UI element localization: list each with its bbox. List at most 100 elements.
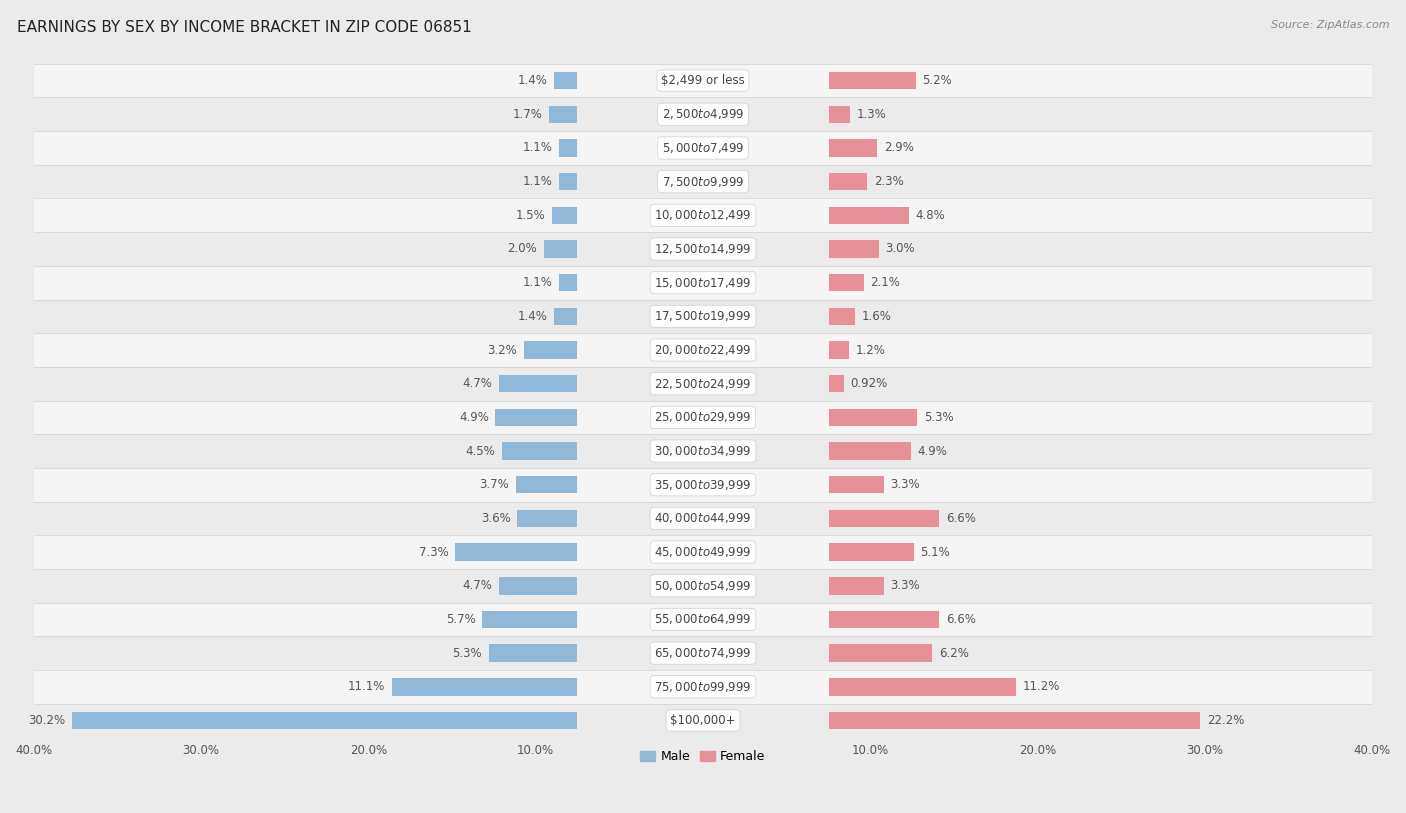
Text: $65,000 to $74,999: $65,000 to $74,999 bbox=[654, 646, 752, 660]
Bar bbox=[828, 341, 849, 359]
Bar bbox=[34, 233, 1372, 266]
Bar bbox=[34, 502, 1372, 535]
Text: $50,000 to $54,999: $50,000 to $54,999 bbox=[654, 579, 752, 593]
Bar bbox=[828, 711, 1201, 729]
Bar bbox=[828, 577, 884, 594]
Text: 4.7%: 4.7% bbox=[463, 579, 492, 592]
Text: $5,000 to $7,499: $5,000 to $7,499 bbox=[662, 141, 744, 155]
Text: $55,000 to $64,999: $55,000 to $64,999 bbox=[654, 612, 752, 627]
Text: 1.5%: 1.5% bbox=[516, 209, 546, 222]
Bar bbox=[34, 535, 1372, 569]
Bar bbox=[489, 645, 578, 662]
Bar bbox=[34, 131, 1372, 165]
Text: 4.9%: 4.9% bbox=[917, 445, 948, 458]
Bar bbox=[560, 274, 578, 291]
Text: $10,000 to $12,499: $10,000 to $12,499 bbox=[654, 208, 752, 222]
Bar bbox=[524, 341, 578, 359]
Text: $17,500 to $19,999: $17,500 to $19,999 bbox=[654, 310, 752, 324]
Text: $7,500 to $9,999: $7,500 to $9,999 bbox=[662, 175, 744, 189]
Bar bbox=[554, 72, 578, 89]
Bar bbox=[34, 637, 1372, 670]
Text: 2.0%: 2.0% bbox=[508, 242, 537, 255]
Text: 0.92%: 0.92% bbox=[851, 377, 887, 390]
Bar bbox=[828, 645, 932, 662]
Text: 1.4%: 1.4% bbox=[517, 74, 547, 87]
Bar bbox=[34, 266, 1372, 299]
Text: 3.3%: 3.3% bbox=[890, 478, 920, 491]
Text: 1.4%: 1.4% bbox=[517, 310, 547, 323]
Text: 22.2%: 22.2% bbox=[1206, 714, 1244, 727]
Text: 4.9%: 4.9% bbox=[458, 411, 489, 424]
Bar bbox=[828, 476, 884, 493]
Text: 11.1%: 11.1% bbox=[347, 680, 385, 693]
Bar bbox=[34, 401, 1372, 434]
Text: 1.2%: 1.2% bbox=[855, 344, 886, 357]
Bar bbox=[828, 106, 851, 123]
Text: 1.1%: 1.1% bbox=[523, 175, 553, 188]
Bar bbox=[828, 241, 879, 258]
Bar bbox=[34, 468, 1372, 502]
Bar bbox=[482, 611, 578, 628]
Bar bbox=[828, 173, 868, 190]
Bar bbox=[499, 577, 578, 594]
Bar bbox=[544, 241, 578, 258]
Bar bbox=[499, 375, 578, 393]
Bar bbox=[34, 299, 1372, 333]
Bar bbox=[828, 442, 911, 460]
Bar bbox=[553, 207, 578, 224]
Text: 11.2%: 11.2% bbox=[1022, 680, 1060, 693]
Text: 4.8%: 4.8% bbox=[915, 209, 945, 222]
Text: $30,000 to $34,999: $30,000 to $34,999 bbox=[654, 444, 752, 458]
Bar bbox=[828, 510, 939, 527]
Text: Source: ZipAtlas.com: Source: ZipAtlas.com bbox=[1271, 20, 1389, 30]
Text: EARNINGS BY SEX BY INCOME BRACKET IN ZIP CODE 06851: EARNINGS BY SEX BY INCOME BRACKET IN ZIP… bbox=[17, 20, 471, 35]
Bar bbox=[34, 165, 1372, 198]
Text: 4.7%: 4.7% bbox=[463, 377, 492, 390]
Text: 2.1%: 2.1% bbox=[870, 276, 900, 289]
Bar bbox=[456, 543, 578, 561]
Bar bbox=[828, 375, 844, 393]
Text: 5.1%: 5.1% bbox=[921, 546, 950, 559]
Bar bbox=[34, 703, 1372, 737]
Text: $12,500 to $14,999: $12,500 to $14,999 bbox=[654, 242, 752, 256]
Bar bbox=[560, 173, 578, 190]
Text: 5.7%: 5.7% bbox=[446, 613, 475, 626]
Bar bbox=[828, 611, 939, 628]
Text: 4.5%: 4.5% bbox=[465, 445, 495, 458]
Text: 30.2%: 30.2% bbox=[28, 714, 65, 727]
Bar bbox=[502, 442, 578, 460]
Text: 5.3%: 5.3% bbox=[924, 411, 953, 424]
Bar bbox=[34, 198, 1372, 233]
Text: 2.3%: 2.3% bbox=[873, 175, 904, 188]
Bar bbox=[72, 711, 578, 729]
Text: $100,000+: $100,000+ bbox=[671, 714, 735, 727]
Bar bbox=[34, 434, 1372, 468]
Text: 7.3%: 7.3% bbox=[419, 546, 449, 559]
Bar bbox=[34, 63, 1372, 98]
Text: 1.6%: 1.6% bbox=[862, 310, 891, 323]
Bar bbox=[828, 307, 855, 325]
Text: 3.0%: 3.0% bbox=[886, 242, 915, 255]
Bar bbox=[828, 409, 917, 426]
Text: 6.6%: 6.6% bbox=[946, 613, 976, 626]
Text: 3.6%: 3.6% bbox=[481, 512, 510, 525]
Bar bbox=[828, 678, 1017, 696]
Bar bbox=[828, 207, 908, 224]
Bar bbox=[828, 274, 863, 291]
Text: $2,500 to $4,999: $2,500 to $4,999 bbox=[662, 107, 744, 121]
Text: 1.1%: 1.1% bbox=[523, 276, 553, 289]
Bar bbox=[392, 678, 578, 696]
Text: $20,000 to $22,499: $20,000 to $22,499 bbox=[654, 343, 752, 357]
Bar bbox=[828, 543, 914, 561]
Text: $40,000 to $44,999: $40,000 to $44,999 bbox=[654, 511, 752, 525]
Text: 5.2%: 5.2% bbox=[922, 74, 952, 87]
Text: $2,499 or less: $2,499 or less bbox=[661, 74, 745, 87]
Text: 1.1%: 1.1% bbox=[523, 141, 553, 154]
Text: 5.3%: 5.3% bbox=[453, 646, 482, 659]
Bar bbox=[517, 510, 578, 527]
Bar bbox=[34, 569, 1372, 602]
Legend: Male, Female: Male, Female bbox=[636, 745, 770, 768]
Bar bbox=[34, 602, 1372, 637]
Bar bbox=[828, 72, 915, 89]
Bar bbox=[34, 333, 1372, 367]
